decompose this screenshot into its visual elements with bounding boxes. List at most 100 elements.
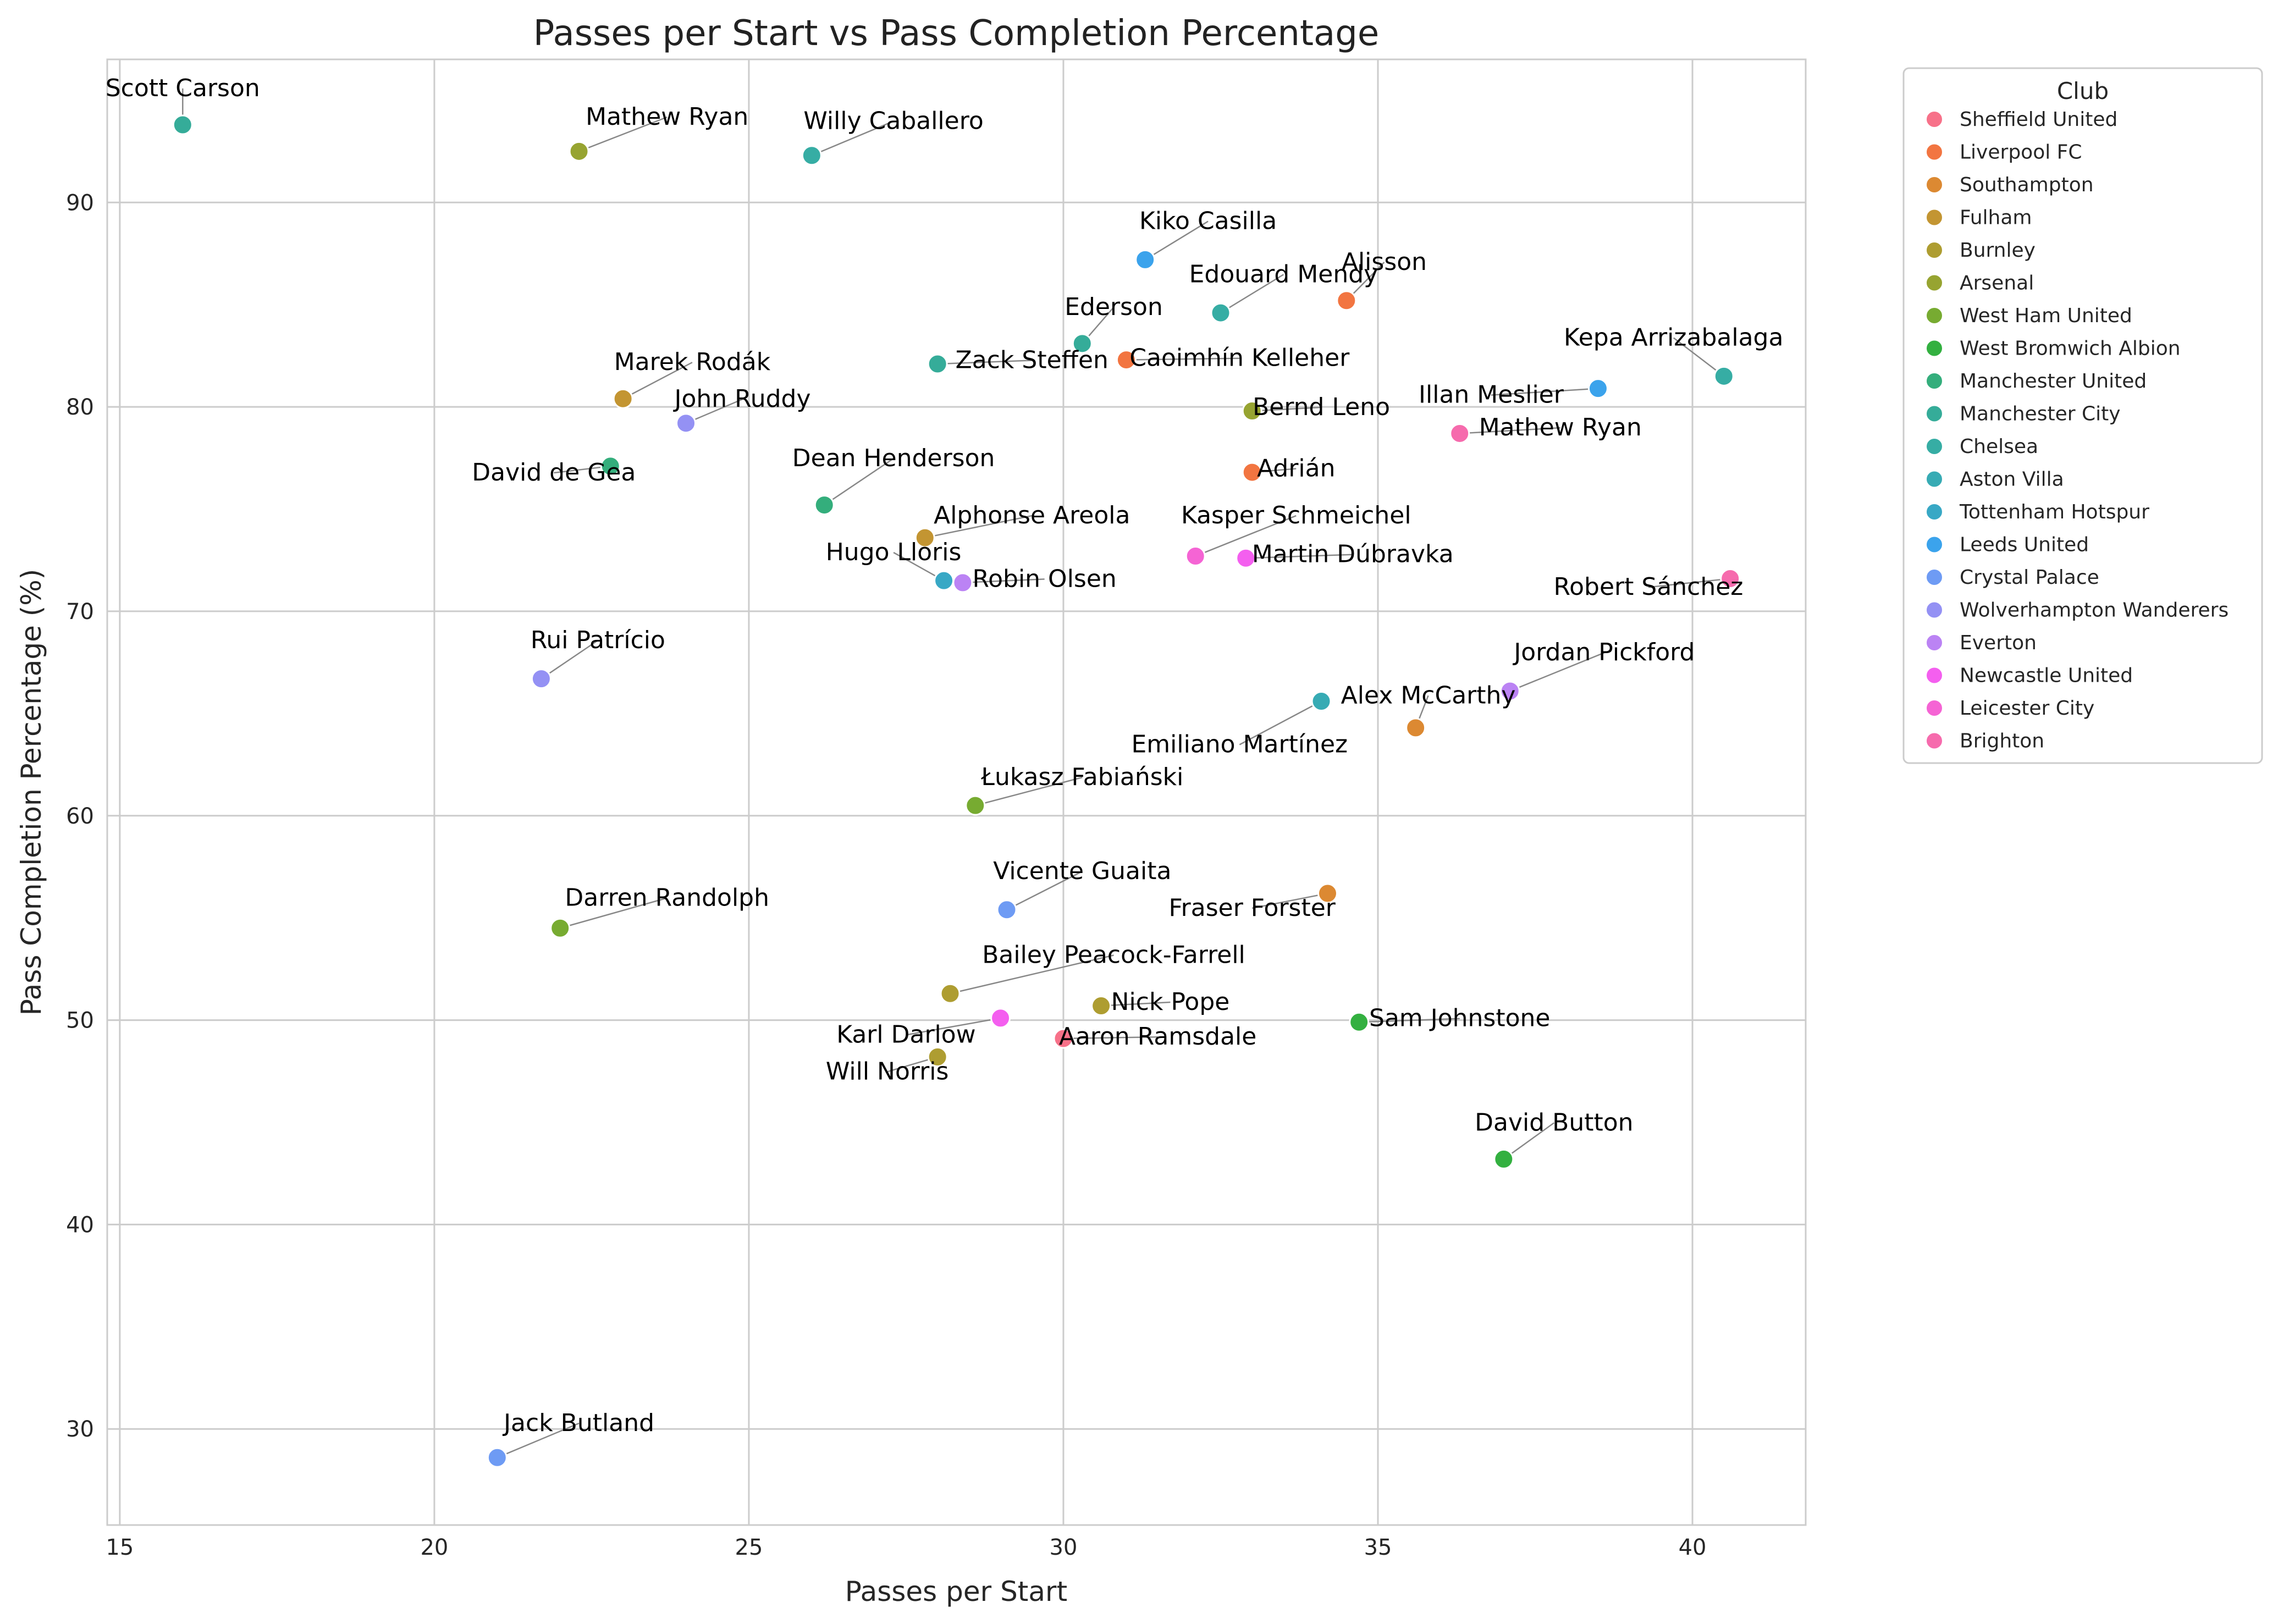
point-label: Willy Caballero xyxy=(803,107,983,135)
data-point xyxy=(940,983,961,1004)
y-tick-label: 80 xyxy=(66,395,94,420)
leader-line xyxy=(906,1017,1001,1036)
data-point xyxy=(1242,401,1262,422)
plot-frame xyxy=(106,58,1807,1526)
point-label: Sam Johnstone xyxy=(1369,1004,1550,1032)
data-point xyxy=(996,899,1017,920)
leader-line xyxy=(578,116,668,152)
point-label: Nick Pope xyxy=(1111,988,1230,1016)
legend-label: Wolverhampton Wanderers xyxy=(1960,599,2229,622)
data-point xyxy=(934,570,955,591)
y-tick-label: 90 xyxy=(66,190,94,216)
point-label: Martin Dúbravka xyxy=(1252,540,1454,568)
point-label: Bailey Peacock-Farrell xyxy=(982,941,1245,969)
data-point xyxy=(1242,462,1262,483)
data-point xyxy=(1317,883,1338,904)
legend-marker xyxy=(1926,405,1943,423)
point-label: David Button xyxy=(1475,1108,1633,1136)
legend-label: Tottenham Hotspur xyxy=(1959,501,2149,523)
legend-label: Aston Villa xyxy=(1960,468,2064,491)
point-label: Adrián xyxy=(1257,455,1335,483)
data-point xyxy=(927,1047,948,1068)
point-label: Darren Randolph xyxy=(565,883,769,912)
leader-line xyxy=(824,457,894,506)
point-label: Alisson xyxy=(1342,248,1427,276)
x-tick-label: 25 xyxy=(735,1535,763,1560)
data-point xyxy=(1116,350,1137,371)
leader-line xyxy=(540,639,599,680)
legend-label: Fulham xyxy=(1960,207,2032,229)
data-point xyxy=(1493,1148,1514,1169)
point-label: Illan Meslier xyxy=(1419,381,1564,409)
data-point xyxy=(1185,546,1206,567)
data-point xyxy=(1713,366,1734,386)
leader-line xyxy=(962,578,1045,584)
data-point xyxy=(1311,691,1332,712)
point-label: Karl Darlow xyxy=(836,1020,975,1048)
data-point xyxy=(1405,717,1426,738)
leader-line xyxy=(560,897,668,929)
legend-marker xyxy=(1926,699,1943,717)
point-label: Edouard Mendy xyxy=(1189,260,1378,288)
x-tick-label: 20 xyxy=(420,1535,448,1560)
leader-line xyxy=(622,362,693,400)
leader-line xyxy=(937,360,1032,365)
legend-marker xyxy=(1926,568,1943,586)
leader-line xyxy=(1101,1001,1171,1007)
data-point xyxy=(927,353,948,374)
legend-label: Leicester City xyxy=(1960,697,2094,720)
point-label: Caoimhín Kelleher xyxy=(1129,344,1350,372)
legend-label: West Ham United xyxy=(1960,305,2132,327)
point-label: Robert Sánchez xyxy=(1554,573,1744,601)
point-label: Kasper Schmeichel xyxy=(1181,501,1411,529)
x-tick-label: 30 xyxy=(1050,1535,1078,1560)
leader-line xyxy=(950,954,1114,995)
leader-line xyxy=(686,398,743,424)
point-label: Emiliano Martínez xyxy=(1132,730,1348,758)
point-labels: Scott Carson Mathew Ryan Willy Caballero Ki… xyxy=(106,74,1784,1437)
data-point xyxy=(990,1008,1011,1029)
legend-label: Liverpool FC xyxy=(1960,141,2082,164)
legend-label: Brighton xyxy=(1960,730,2044,753)
legend-marker xyxy=(1926,732,1943,750)
legend-label: Crystal Palace xyxy=(1960,566,2099,589)
legend-marker xyxy=(1926,339,1943,357)
point-label: Dean Henderson xyxy=(792,444,995,472)
leader-line xyxy=(811,120,894,156)
legend-marker xyxy=(1926,241,1943,259)
y-tick-label: 40 xyxy=(66,1212,94,1238)
leader-line xyxy=(1503,1122,1555,1160)
legend-marker xyxy=(1926,143,1943,161)
x-tick-label: 15 xyxy=(106,1535,134,1560)
point-label: Alphonse Areola xyxy=(934,501,1130,529)
x-axis-label: Passes per Start xyxy=(845,1576,1067,1608)
data-point xyxy=(914,527,935,548)
data-point xyxy=(1091,996,1112,1017)
legend-marker xyxy=(1926,503,1943,521)
data-point xyxy=(676,413,697,434)
data-point xyxy=(1587,378,1608,399)
point-label: Aaron Ramsdale xyxy=(1059,1023,1257,1051)
data-point xyxy=(965,795,986,816)
leader-line xyxy=(497,1422,580,1459)
legend-label: Leeds United xyxy=(1960,534,2089,556)
data-point xyxy=(1072,333,1093,354)
point-label: Mathew Ryan xyxy=(1479,413,1642,441)
legend-frame xyxy=(1902,67,2263,764)
data-point xyxy=(613,388,633,409)
leader-line xyxy=(1459,427,1560,434)
legend-marker xyxy=(1926,438,1943,455)
legend-items: Sheffield United Liverpool FC Southampton F… xyxy=(1926,108,2229,753)
leader-line xyxy=(1239,700,1322,745)
legend-label: Manchester City xyxy=(1960,403,2121,426)
leader-line xyxy=(1251,892,1328,909)
leader-line xyxy=(1145,220,1209,261)
point-label: Robin Olsen xyxy=(973,565,1117,593)
point-label: Zack Steffen xyxy=(956,346,1108,374)
legend-marker xyxy=(1926,111,1943,128)
data-point xyxy=(1336,290,1357,311)
data-point xyxy=(1053,1028,1074,1049)
data-point xyxy=(1349,1012,1370,1032)
legend: Club Sheffield United Liverpool FC Southam… xyxy=(1902,67,2263,764)
